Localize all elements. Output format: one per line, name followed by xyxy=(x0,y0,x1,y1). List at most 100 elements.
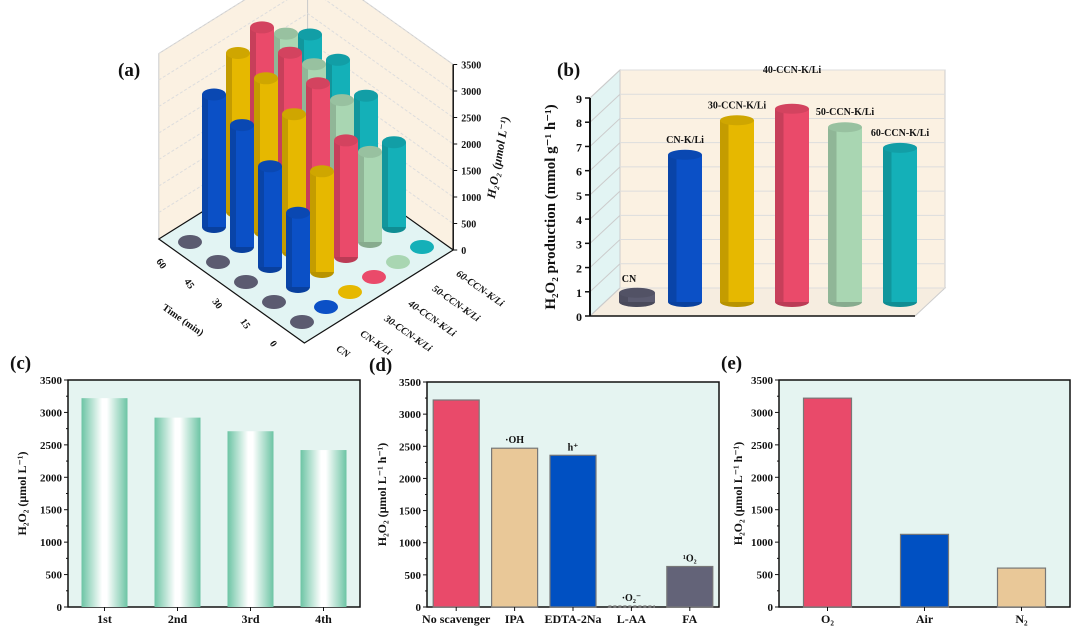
bar-base-disc xyxy=(206,255,230,269)
bar-cylinder-top xyxy=(720,115,754,126)
z-tick-label: 3000 xyxy=(461,87,481,98)
side-gridline xyxy=(589,214,621,244)
bar-cylinder-shade xyxy=(720,120,729,302)
y-tick-label: 0 xyxy=(768,602,774,614)
panel-e: (e) 0 500 1000 1500 2000 2500 3000 3500 H₂O₂ (μmo… xyxy=(721,353,1071,626)
bar-cylinder-shade xyxy=(254,78,260,232)
x-tick-label: No scavenger xyxy=(422,612,491,626)
y-tick-label: 3500 xyxy=(399,377,422,389)
side-gridline xyxy=(589,93,621,123)
bar-base-disc xyxy=(410,240,434,254)
x-tick-label: 4th xyxy=(315,612,332,626)
y-tick-label: 1500 xyxy=(399,506,422,518)
y-tick-label: 0 xyxy=(57,602,63,614)
side-gridline xyxy=(589,190,621,220)
y-tick-label: 0 xyxy=(576,310,582,324)
y-tick-label: 500 xyxy=(757,570,774,582)
x-tick-label: 2nd xyxy=(168,612,188,626)
bar xyxy=(802,397,853,608)
bar xyxy=(227,431,274,607)
x-tick-label: Air xyxy=(916,612,934,626)
y-tick-label: 3 xyxy=(576,237,582,251)
y-tick-label: 500 xyxy=(46,570,63,582)
y-tick-label: 0 xyxy=(416,602,422,614)
bar-base-disc xyxy=(362,270,386,284)
bar-cylinder-shade xyxy=(828,127,837,302)
time-axis-label: Time (min) xyxy=(160,302,206,338)
z-axis-label: H₂O₂ (μmol L⁻¹) xyxy=(484,115,512,200)
bar-annotation: ·OH xyxy=(505,435,524,446)
bar xyxy=(899,533,950,608)
bar-cylinder-top xyxy=(358,145,382,158)
bar-cylinder-top xyxy=(326,53,350,66)
x-tick-label: FA xyxy=(682,612,697,626)
bar-cylinder-shade xyxy=(278,52,284,218)
side-gridline xyxy=(589,263,621,293)
side-gridline xyxy=(589,142,621,172)
side-gridline xyxy=(589,287,621,317)
y-tick-label: 1500 xyxy=(751,505,774,517)
panel-d: (d) 0 500 1000 1500 2000 2500 3000 3500 H₂O₂ (μmo… xyxy=(369,355,720,626)
side-gridline xyxy=(589,118,621,147)
x-tick-label: L-AA xyxy=(617,612,647,626)
bar-cylinder-top xyxy=(298,28,322,41)
bar-base-disc xyxy=(314,300,338,314)
y-tick-label: 1500 xyxy=(40,505,63,517)
bar-cylinder-top xyxy=(202,88,226,101)
bar xyxy=(549,454,597,608)
side-gridline xyxy=(589,239,621,268)
y-tick-label: 6 xyxy=(576,165,582,179)
bar xyxy=(666,565,714,608)
bar-cylinder-shade xyxy=(330,100,336,222)
time-tick-label: 60 xyxy=(153,257,168,272)
bar xyxy=(154,417,201,607)
bar-cylinder-shade xyxy=(202,94,208,227)
bar-cylinder-shade xyxy=(883,147,892,302)
bar-cylinder-top xyxy=(668,149,702,160)
panel-label: (a) xyxy=(118,60,140,81)
side-gridline xyxy=(589,69,621,99)
bar-cylinder-top xyxy=(310,165,334,178)
bar-cylinder-top xyxy=(330,94,354,107)
bar xyxy=(432,399,480,608)
time-tick-label: 15 xyxy=(237,317,252,332)
y-tick-label: 3500 xyxy=(751,375,774,387)
bar-cylinder-shade xyxy=(286,212,292,287)
x-tick-label: N₂ xyxy=(1015,612,1028,626)
time-tick-label: 30 xyxy=(209,297,224,312)
bar-cylinder-top xyxy=(306,77,330,90)
bar-cylinder-shade xyxy=(226,53,232,212)
bar xyxy=(607,605,656,608)
bar-cylinder-shade xyxy=(334,140,340,257)
bar-cylinder-shade xyxy=(619,292,628,302)
y-tick-label: 2500 xyxy=(751,440,774,452)
time-tick-label: 45 xyxy=(181,277,196,292)
y-tick-label: 1000 xyxy=(399,538,422,550)
panel-a: 0 500 1000 1500 2000 2500 3000 3500 H₂O₂ (μmol L… xyxy=(118,0,512,361)
y-axis-label: H₂O₂ production (mmol g⁻¹ h⁻¹) xyxy=(543,104,559,309)
side-gridline xyxy=(589,166,621,196)
bar-base-disc xyxy=(338,285,362,299)
bar-cylinder-shade xyxy=(250,27,256,198)
y-axis-label: H₂O₂ (μmol L⁻¹) xyxy=(15,452,29,536)
y-tick-label: 500 xyxy=(405,570,422,582)
y-tick-label: 3000 xyxy=(751,407,774,419)
bar-cylinder-shade xyxy=(306,83,312,237)
y-tick-label: 8 xyxy=(576,116,582,130)
bar-cylinder-top xyxy=(354,89,378,102)
bar-cylinder-top xyxy=(286,206,310,219)
bar-cylinder-shade xyxy=(382,142,388,227)
y-axis-label: H₂O₂ (μmol L⁻¹ h⁻¹) xyxy=(731,442,745,546)
bar-label: 40-CCN-K/Li xyxy=(763,65,822,76)
bar xyxy=(300,450,347,607)
y-tick-label: 4 xyxy=(576,213,582,227)
bar-cylinder-top xyxy=(619,287,655,298)
y-tick-label: 7 xyxy=(576,140,582,154)
x-tick-label: EDTA-2Na xyxy=(544,612,601,626)
z-tick-label: 2000 xyxy=(461,140,481,151)
bar-cylinder-top xyxy=(883,142,917,153)
bar xyxy=(491,447,539,608)
bar-cylinder-top xyxy=(302,58,326,71)
panel-b: 0 1 2 3 4 5 6 7 8 9 H₂O₂ production (mmol g⁻¹ h⁻¹)… xyxy=(543,60,947,324)
